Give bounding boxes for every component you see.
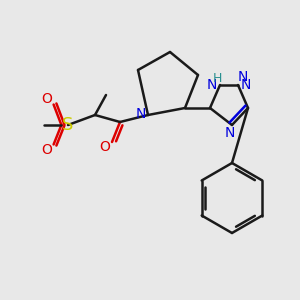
Text: O: O bbox=[42, 143, 52, 157]
Text: O: O bbox=[100, 140, 110, 154]
Text: H: H bbox=[212, 73, 222, 85]
Text: N: N bbox=[225, 126, 235, 140]
Text: S: S bbox=[62, 116, 74, 134]
Text: N: N bbox=[241, 78, 251, 92]
Text: N: N bbox=[207, 78, 217, 92]
Text: N: N bbox=[238, 70, 248, 84]
Text: N: N bbox=[136, 107, 146, 121]
Text: O: O bbox=[42, 92, 52, 106]
